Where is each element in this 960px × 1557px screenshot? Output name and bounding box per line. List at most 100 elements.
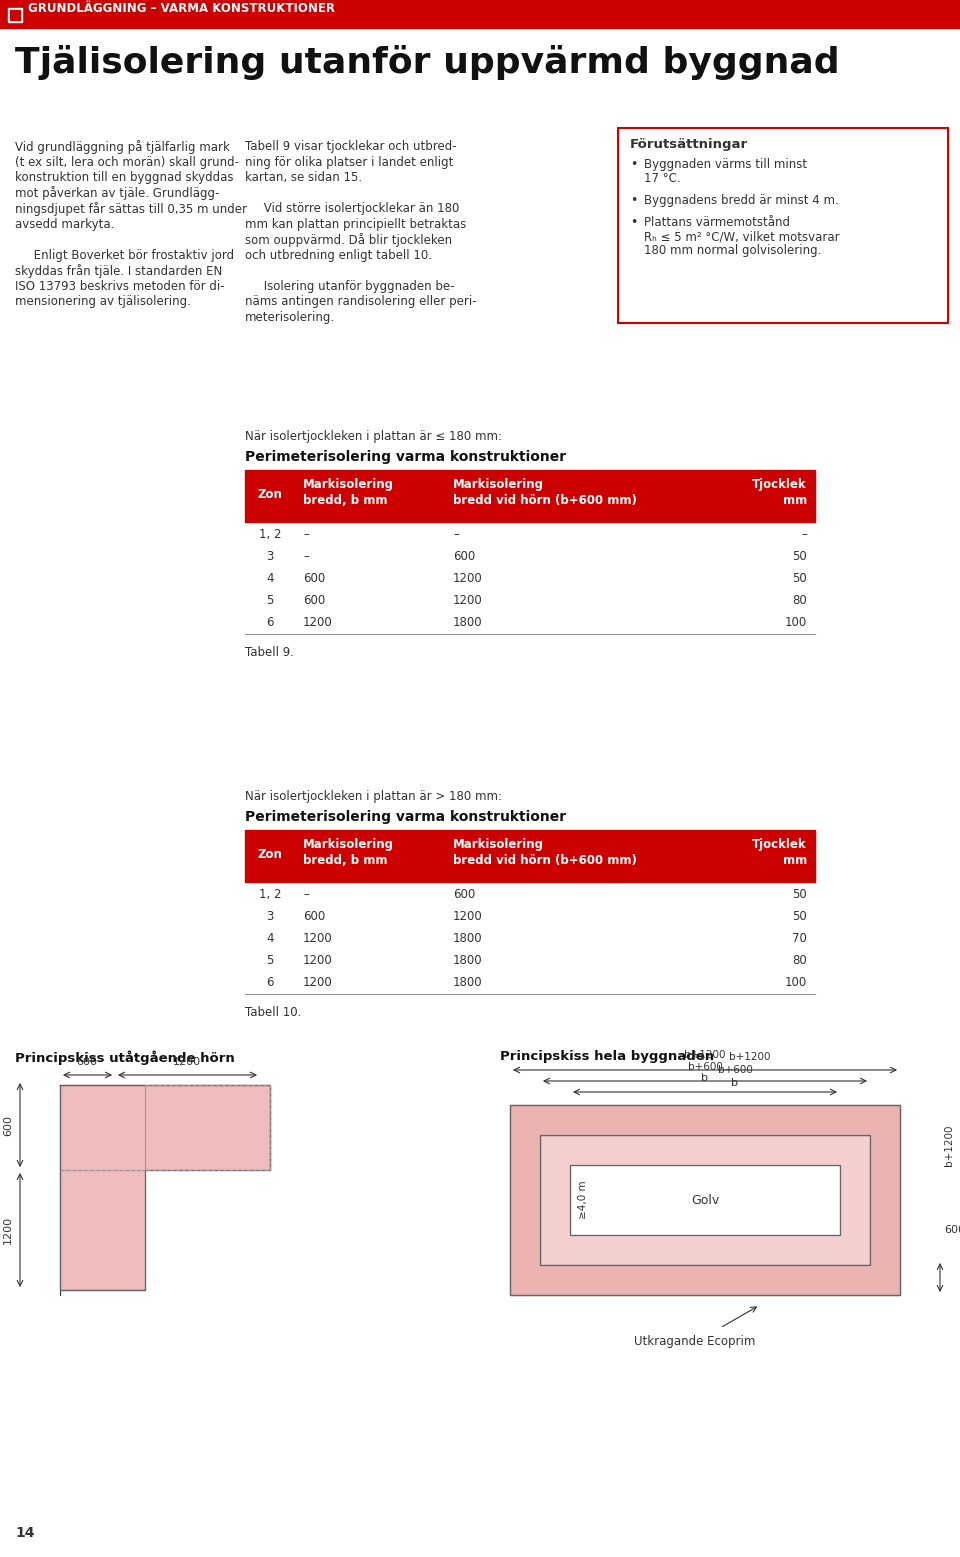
Text: •: • xyxy=(630,157,637,171)
Text: mm: mm xyxy=(782,494,807,508)
Text: b+1200: b+1200 xyxy=(944,1124,954,1166)
Text: 180 mm normal golvisolering.: 180 mm normal golvisolering. xyxy=(644,244,822,257)
Text: 14: 14 xyxy=(15,1526,35,1540)
Text: b+600: b+600 xyxy=(717,1065,753,1074)
Bar xyxy=(540,1135,870,1264)
Text: konstruktion till en byggnad skyddas: konstruktion till en byggnad skyddas xyxy=(15,171,233,184)
Text: 70: 70 xyxy=(792,933,807,945)
Text: –: – xyxy=(802,528,807,540)
Bar xyxy=(245,470,815,522)
Bar xyxy=(60,1169,145,1291)
Text: Vid grundläggning på tjälfarlig mark: Vid grundläggning på tjälfarlig mark xyxy=(15,140,229,154)
Text: 6: 6 xyxy=(266,617,274,629)
Text: Zon: Zon xyxy=(257,487,282,501)
Bar xyxy=(0,0,960,28)
Text: 80: 80 xyxy=(792,954,807,967)
Bar xyxy=(10,9,20,20)
Text: 1, 2: 1, 2 xyxy=(259,528,281,540)
Text: Isolering utanför byggnaden be-: Isolering utanför byggnaden be- xyxy=(245,280,454,293)
Text: Perimeterisolering varma konstruktioner: Perimeterisolering varma konstruktioner xyxy=(245,450,566,464)
Text: b+1200: b+1200 xyxy=(730,1053,771,1062)
Text: 50: 50 xyxy=(792,887,807,902)
Text: Vid större isolertjocklekar än 180: Vid större isolertjocklekar än 180 xyxy=(245,202,460,215)
Text: 1200: 1200 xyxy=(303,954,333,967)
Text: Markisolering: Markisolering xyxy=(453,478,544,490)
Text: 1200: 1200 xyxy=(173,1057,201,1067)
Text: meterisolering.: meterisolering. xyxy=(245,310,335,324)
Text: 1200: 1200 xyxy=(453,909,483,923)
Text: Rₕ ≤ 5 m² °C/W, vilket motsvarar: Rₕ ≤ 5 m² °C/W, vilket motsvarar xyxy=(644,230,840,243)
Text: 600: 600 xyxy=(453,550,475,564)
Text: 600: 600 xyxy=(3,1115,13,1135)
Text: 50: 50 xyxy=(792,909,807,923)
Text: Tabell 9.: Tabell 9. xyxy=(245,646,294,659)
Bar xyxy=(60,1085,270,1169)
Bar xyxy=(570,1165,840,1235)
Text: –: – xyxy=(303,550,309,564)
Text: 1800: 1800 xyxy=(453,617,483,629)
Bar xyxy=(145,1169,270,1291)
Text: GRUNDLÄGGNING – VARMA KONSTRUKTIONER: GRUNDLÄGGNING – VARMA KONSTRUKTIONER xyxy=(28,2,335,14)
Text: 100: 100 xyxy=(784,976,807,989)
Text: •: • xyxy=(630,216,637,229)
Text: Tjocklek: Tjocklek xyxy=(753,838,807,852)
Text: mm: mm xyxy=(782,853,807,867)
Text: b: b xyxy=(702,1073,708,1084)
Text: bredd, b mm: bredd, b mm xyxy=(303,853,388,867)
Text: 5: 5 xyxy=(266,595,274,607)
Text: 50: 50 xyxy=(792,571,807,585)
Text: Principskiss utåtgående hörn: Principskiss utåtgående hörn xyxy=(15,1049,235,1065)
Text: 3: 3 xyxy=(266,550,274,564)
Text: som ouppvärmd. Då blir tjockleken: som ouppvärmd. Då blir tjockleken xyxy=(245,234,452,248)
Text: mot påverkan av tjäle. Grundlägg-: mot påverkan av tjäle. Grundlägg- xyxy=(15,187,220,201)
Text: 100: 100 xyxy=(784,617,807,629)
Text: bredd vid hörn (b+600 mm): bredd vid hörn (b+600 mm) xyxy=(453,853,636,867)
Text: 1800: 1800 xyxy=(453,954,483,967)
Text: 6: 6 xyxy=(266,976,274,989)
Bar xyxy=(510,1105,900,1295)
Text: avsedd markyta.: avsedd markyta. xyxy=(15,218,114,230)
Bar xyxy=(540,1135,870,1264)
Text: Tjocklek: Tjocklek xyxy=(753,478,807,490)
Text: 1800: 1800 xyxy=(453,976,483,989)
Text: Principskiss hela byggnaden: Principskiss hela byggnaden xyxy=(500,1049,714,1063)
Text: Plattans värmemotstånd: Plattans värmemotstånd xyxy=(644,216,790,229)
Text: b+1200: b+1200 xyxy=(684,1049,726,1060)
Text: 1200: 1200 xyxy=(303,617,333,629)
Bar xyxy=(618,128,948,322)
Text: 50: 50 xyxy=(792,550,807,564)
Text: 600: 600 xyxy=(303,571,325,585)
Text: Enligt Boverket bör frostaktiv jord: Enligt Boverket bör frostaktiv jord xyxy=(15,249,234,262)
Text: 17 °C.: 17 °C. xyxy=(644,171,681,185)
Text: 1800: 1800 xyxy=(453,933,483,945)
Text: skyddas från tjäle. I standarden EN: skyddas från tjäle. I standarden EN xyxy=(15,265,223,279)
Text: Byggnaden värms till minst: Byggnaden värms till minst xyxy=(644,157,807,171)
Text: b: b xyxy=(732,1077,738,1088)
Text: 600: 600 xyxy=(303,909,325,923)
Text: och utbredning enligt tabell 10.: och utbredning enligt tabell 10. xyxy=(245,249,432,262)
Text: kartan, se sidan 15.: kartan, se sidan 15. xyxy=(245,171,362,184)
Text: ≥4,0 m: ≥4,0 m xyxy=(578,1180,588,1219)
Text: Zon: Zon xyxy=(257,849,282,861)
Text: Markisolering: Markisolering xyxy=(303,478,394,490)
Text: 600: 600 xyxy=(944,1225,960,1235)
Bar xyxy=(245,830,815,881)
Text: 1200: 1200 xyxy=(303,933,333,945)
Text: (t ex silt, lera och morän) skall grund-: (t ex silt, lera och morän) skall grund- xyxy=(15,156,239,168)
Text: 1200: 1200 xyxy=(453,595,483,607)
Text: bredd vid hörn (b+600 mm): bredd vid hörn (b+600 mm) xyxy=(453,494,636,508)
Text: Perimeterisolering varma konstruktioner: Perimeterisolering varma konstruktioner xyxy=(245,810,566,824)
Text: ningsdjupet får sättas till 0,35 m under: ningsdjupet får sättas till 0,35 m under xyxy=(15,202,247,216)
Text: 1200: 1200 xyxy=(303,976,333,989)
Text: Tabell 9 visar tjocklekar och utbred-: Tabell 9 visar tjocklekar och utbred- xyxy=(245,140,457,153)
Text: 4: 4 xyxy=(266,571,274,585)
Text: Markisolering: Markisolering xyxy=(453,838,544,852)
Text: Utkragande Ecoprim: Utkragande Ecoprim xyxy=(635,1334,756,1348)
Text: ning för olika platser i landet enligt: ning för olika platser i landet enligt xyxy=(245,156,453,168)
Text: 600: 600 xyxy=(453,887,475,902)
Text: –: – xyxy=(303,528,309,540)
Text: 80: 80 xyxy=(792,595,807,607)
Bar xyxy=(540,1135,870,1264)
Text: mm kan plattan principiellt betraktas: mm kan plattan principiellt betraktas xyxy=(245,218,467,230)
Text: Tjälisolering utanför uppvärmd byggnad: Tjälisolering utanför uppvärmd byggnad xyxy=(15,45,840,79)
